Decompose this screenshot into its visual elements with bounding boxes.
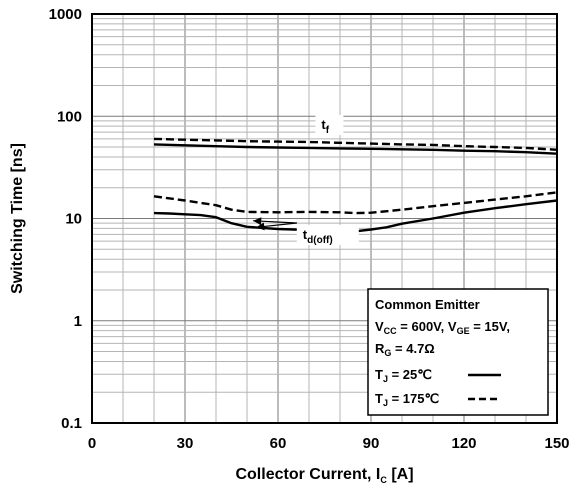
series-lines [153,137,558,233]
x-tick-label: 120 [451,435,476,452]
tick-labels: 0 30 60 90 120 150 0.1 1 10 100 1000 [49,6,570,452]
y-tick-label: 100 [57,108,82,125]
y-tick-label: 1000 [49,6,82,23]
x-tick-label: 30 [177,435,194,452]
annotation-tf-bg [315,115,344,136]
x-tick-label: 60 [270,435,287,452]
y-axis-title: Switching Time [ns] [9,143,26,294]
x-tick-label: 90 [363,435,380,452]
annotation-td-bg [296,225,359,246]
y-tick-label: 10 [65,211,82,228]
legend-title: Common Emitter [375,297,480,312]
legend-conditions-resistance: RG = 4.7Ω [375,341,435,358]
annotations: tf td(off) [253,115,359,246]
annotation-td: td(off) [303,227,333,246]
x-axis-title: Collector Current, IC [A] [235,466,413,485]
y-tick-label: 0.1 [61,415,82,432]
annotation-arrowhead [256,222,265,231]
y-tick-label: 1 [74,313,82,330]
plot-frame [91,13,558,424]
x-axis-title-main: Collector Current, I [235,466,380,483]
legend-box [367,288,549,416]
legend-conditions-voltage: VCC = 600V, VGE = 15V, [375,319,510,336]
series-tf-175-line [153,137,558,151]
annotation-tf: tf [321,117,329,136]
legend-entry-label: TJ = 175℃ [375,391,439,408]
series-td-175-line [153,191,558,215]
x-tick-label: 0 [88,435,96,452]
annotation-arrowhead [253,217,262,226]
x-axis-title-tail: [A] [387,466,414,483]
legend-entry-label: TJ = 25℃ [375,367,432,384]
legend: Common Emitter VCC = 600V, VGE = 15V, RG =… [367,288,549,416]
series-tf-25-line [153,143,558,155]
x-tick-label: 150 [544,435,569,452]
x-axis-title-sub: C [380,475,387,485]
